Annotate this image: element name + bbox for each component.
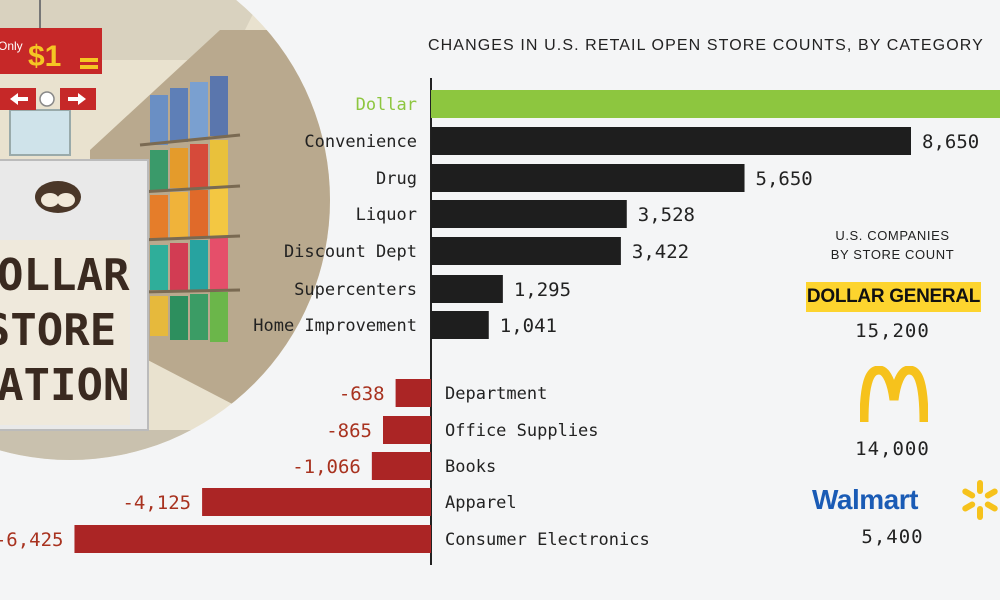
bar-supercenters: [431, 275, 503, 303]
walmart-spark-icon: [962, 480, 998, 520]
mcdonalds-arches-logo: [860, 366, 928, 423]
category-label-discount-dept: Discount Dept: [284, 242, 417, 262]
category-label-consumer-electronics: Consumer Electronics: [445, 530, 650, 550]
price-tag: Only $1: [0, 0, 102, 74]
value-label-apparel: -4,125: [122, 492, 191, 514]
dollar-general-logo: DOLLAR GENERAL: [806, 282, 981, 312]
price-tag-prefix: Only: [0, 39, 23, 53]
category-label-supercenters: Supercenters: [294, 280, 417, 300]
category-label-department: Department: [445, 384, 547, 404]
value-label-home-improvement: 1,041: [500, 315, 557, 337]
category-label-home-improvement: Home Improvement: [253, 316, 417, 336]
bar-discount-dept: [431, 237, 621, 265]
panel-heading-line2: BY STORE COUNT: [830, 247, 955, 262]
category-label-dollar: Dollar: [356, 95, 417, 115]
walmart-logo: Walmart: [812, 480, 1000, 520]
bar-consumer-electronics: [74, 525, 432, 553]
category-label-liquor: Liquor: [356, 205, 417, 225]
category-label-convenience: Convenience: [304, 132, 417, 152]
value-label-supercenters: 1,295: [514, 279, 571, 301]
value-label-liquor: 3,528: [638, 204, 695, 226]
walmart-count: 5,400: [861, 526, 924, 548]
bar-convenience: [431, 127, 911, 155]
bar-dollar: [431, 90, 1000, 118]
value-label-consumer-electronics: -6,425: [0, 529, 63, 551]
shelf-products: [150, 76, 228, 342]
value-label-department: -638: [339, 383, 385, 405]
bar-books: [371, 452, 431, 480]
walmart-wordmark: Walmart: [812, 484, 918, 515]
sign-line-1: DOLLAR: [0, 250, 130, 301]
value-label-office-supplies: -865: [326, 420, 372, 442]
panel-heading-line1: U.S. COMPANIES: [835, 228, 950, 243]
value-label-books: -1,066: [292, 456, 361, 478]
bar-drug: [431, 164, 745, 192]
category-label-office-supplies: Office Supplies: [445, 421, 599, 441]
value-label-drug: 5,650: [756, 168, 813, 190]
category-label-books: Books: [445, 457, 496, 477]
category-label-apparel: Apparel: [445, 493, 517, 513]
bar-liquor: [431, 200, 627, 228]
bar-office-supplies: [383, 416, 431, 444]
sign-line-3: NATION: [0, 360, 129, 411]
bar-apparel: [202, 488, 431, 516]
bar-department: [395, 379, 431, 407]
bar-home-improvement: [431, 311, 489, 339]
price-tag-price: $1: [28, 40, 61, 73]
mcdonalds-count: 14,000: [855, 438, 930, 460]
value-label-discount-dept: 3,422: [632, 241, 689, 263]
marquee-sign: DOLLAR STORE NATION: [0, 159, 149, 431]
value-label-convenience: 8,650: [922, 131, 979, 153]
sign-line-2: STORE: [0, 305, 116, 356]
category-label-drug: Drug: [376, 169, 417, 189]
chart-title: CHANGES IN U.S. RETAIL OPEN STORE COUNTS…: [428, 37, 984, 54]
dollar-general-count: 15,200: [855, 320, 930, 342]
